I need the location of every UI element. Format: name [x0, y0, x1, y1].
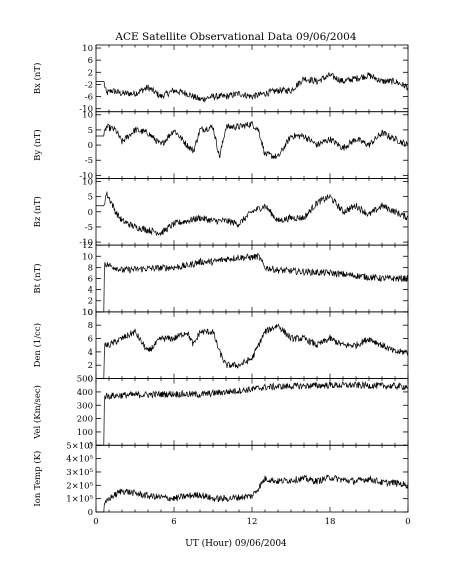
y-tick-label: -5: [85, 223, 93, 233]
data-trace: [96, 253, 409, 313]
y-tick-label: -10: [79, 105, 93, 115]
y-tick-label: 12: [82, 241, 93, 251]
y-tick-label: 5: [88, 193, 93, 203]
data-trace: [96, 474, 409, 513]
y-tick-label: 0: [88, 508, 93, 518]
y-axis-label: Den (1/cc): [32, 323, 43, 367]
y-tick-label: 300: [77, 401, 93, 411]
x-axis-label: UT (Hour) 09/06/2004: [185, 538, 287, 549]
y-tick-label: 5×10⁵: [66, 441, 93, 451]
panel-4: 0 2 4 6 8 10 Den (1/cc): [32, 308, 409, 385]
y-tick-label: 0: [88, 208, 93, 218]
panel-1: -10 -5 0 5 10 By (nT): [32, 111, 409, 181]
panel-0: -10 -6 -2 2 6 10 Bx (nT): [32, 44, 409, 115]
panel-frame: [95, 311, 409, 379]
y-tick-label: 200: [77, 415, 93, 425]
panel-frame: [95, 44, 409, 113]
y-tick-label: 10: [82, 177, 93, 187]
y-tick-label: 8: [88, 321, 93, 331]
y-tick-label: 4: [88, 286, 93, 296]
x-tick-label: 0: [405, 517, 410, 527]
x-tick-label: 0: [93, 517, 98, 527]
y-axis-label: Vel (Km/sec): [32, 385, 43, 440]
data-trace: [96, 380, 409, 446]
y-axis-label: Bz (nT): [32, 196, 43, 227]
y-tick-label: 400: [77, 388, 93, 398]
y-tick-label: 1×10⁵: [66, 495, 93, 505]
y-tick-label: 6: [88, 275, 93, 285]
y-tick-label: 0: [88, 441, 93, 451]
data-trace: [96, 71, 409, 103]
y-tick-label: 2×10⁵: [66, 481, 93, 491]
y-tick-label: 10: [82, 111, 93, 121]
y-tick-label: -5: [85, 156, 93, 166]
y-tick-label: 5: [88, 126, 93, 136]
y-axis-label: Bx (nT): [32, 63, 43, 95]
y-tick-label: 2: [88, 361, 93, 371]
y-tick-label: -6: [85, 93, 93, 103]
y-tick-label: 10: [82, 308, 93, 318]
panel-5: 0 100 200 300 400 500 Vel (Km/sec): [32, 375, 409, 451]
data-trace: [96, 191, 409, 237]
x-tick-label: 12: [247, 517, 258, 527]
y-tick-label: -10: [79, 238, 93, 248]
y-tick-label: 100: [77, 428, 93, 438]
chart-title: ACE Satellite Observational Data 09/06/2…: [114, 31, 356, 43]
y-tick-label: -2: [85, 80, 93, 90]
y-tick-label: 0: [88, 141, 93, 151]
y-tick-label: 3×10⁵: [66, 468, 93, 478]
y-tick-label: 0: [88, 375, 93, 385]
y-tick-label: 6: [88, 56, 93, 66]
y-tick-label: 4×10⁵: [66, 455, 93, 465]
y-tick-label: 500: [77, 375, 93, 385]
y-axis-label: Bt (nT): [32, 263, 43, 293]
y-tick-label: 10: [82, 252, 93, 262]
data-trace: [96, 323, 409, 379]
y-tick-label: 6: [88, 335, 93, 345]
panel-6: 0 1×10⁵ 2×10⁵ 3×10⁵ 4×10⁵ 5×10⁵ Ion Temp (K): [32, 441, 409, 518]
x-tick-label: 6: [171, 517, 176, 527]
panel-2: -10 -5 0 5 10 Bz (nT): [32, 177, 409, 248]
y-axis-label: By (nT): [32, 129, 43, 161]
x-tick-label: 18: [325, 517, 336, 527]
y-axis-label: Ion Temp (K): [32, 451, 43, 507]
data-trace: [96, 120, 409, 160]
y-tick-label: 0: [88, 308, 93, 318]
y-tick-label: 10: [82, 44, 93, 54]
y-tick-label: 8: [88, 263, 93, 273]
panel-stack: -10 -6 -2 2 6 10 Bx (nT) -10 -5 0 5 10 By (nT) -10 -5 0…: [32, 44, 411, 527]
y-tick-label: 4: [88, 348, 93, 358]
y-tick-label: -10: [79, 171, 93, 181]
y-tick-label: 2: [88, 297, 93, 307]
y-tick-label: 2: [88, 68, 93, 78]
